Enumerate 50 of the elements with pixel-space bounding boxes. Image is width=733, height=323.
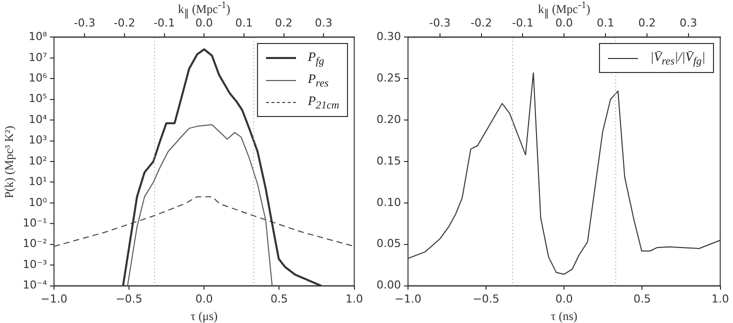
x2-tick-label: 0.2: [275, 16, 293, 30]
legend-label: P$_{fg}$: [308, 48, 324, 68]
y-tick-label: 10⁶: [28, 71, 48, 84]
y-tick-label: 0.30: [376, 30, 401, 44]
x2-tick-label: -0.2: [470, 16, 492, 30]
x-tick-label: −0.5: [116, 292, 142, 306]
x-tick-label: 1.0: [346, 292, 364, 306]
x-tick-label: 0.0: [555, 292, 573, 306]
x2-tick-label: -0.2: [114, 16, 136, 30]
x-tick-label: −1.0: [394, 292, 422, 306]
x2-tick-label: 0.2: [638, 16, 656, 30]
x2-tick-label: -0.1: [154, 16, 176, 30]
y-tick-label: 10⁸: [28, 30, 48, 44]
y-tick-label: 10⁷: [28, 50, 47, 64]
legend-label: P$_{res}$: [308, 70, 329, 90]
y-tick-label: 0.10: [376, 196, 401, 209]
x2-tick-label: 0.1: [235, 16, 253, 30]
x-tick-label: 0.0: [195, 292, 213, 306]
x-tick-label: 1.0: [712, 292, 730, 306]
legend-label: |V̄$_{res}$|/|V̄$_{fg}$|: [650, 48, 706, 68]
y-tick-label: 10¹: [28, 175, 47, 188]
y-tick-label: 10⁴: [28, 112, 48, 126]
y-tick-label: 10³: [28, 134, 47, 147]
line-series: [54, 196, 354, 247]
y-tick-label: 10⁻⁴: [22, 278, 48, 292]
x-tick-label: −1.0: [40, 292, 68, 306]
y-tick-label: 0.20: [376, 112, 401, 126]
x2-tick-label: 0.3: [680, 16, 698, 30]
y-tick-label: 10⁰: [28, 196, 48, 209]
x2-tick-label: -0.1: [512, 16, 534, 30]
legend-label: P$_{21cm}$: [308, 92, 340, 112]
x2-tick-label: -0.3: [429, 16, 451, 30]
y-tick-label: 0.15: [376, 154, 401, 168]
x-axis-title: τ (μs): [190, 309, 218, 323]
x-tick-label: −0.5: [472, 292, 500, 306]
x2-tick-label: 0.1: [596, 16, 614, 30]
y-tick-label: 10⁻²: [22, 237, 47, 250]
y-tick-label: 0.25: [376, 71, 401, 84]
x2-tick-label: 0.3: [314, 16, 332, 30]
x-tick-label: 0.5: [633, 292, 651, 306]
y-tick-label: 10⁵: [28, 92, 47, 106]
y-tick-label: 10²: [28, 154, 47, 168]
y-tick-label: 0.05: [376, 237, 401, 250]
y-tick-label: 10⁻³: [22, 258, 47, 271]
x-axis-title: τ (ns): [550, 309, 578, 323]
y-axis-title: P(k) (Mpc³ K²): [2, 125, 16, 198]
y-tick-label: 10⁻¹: [22, 216, 47, 230]
y-tick-label: 0.00: [376, 278, 401, 292]
x-tick-label: 0.5: [270, 292, 288, 306]
x2-tick-label: -0.3: [74, 16, 96, 30]
